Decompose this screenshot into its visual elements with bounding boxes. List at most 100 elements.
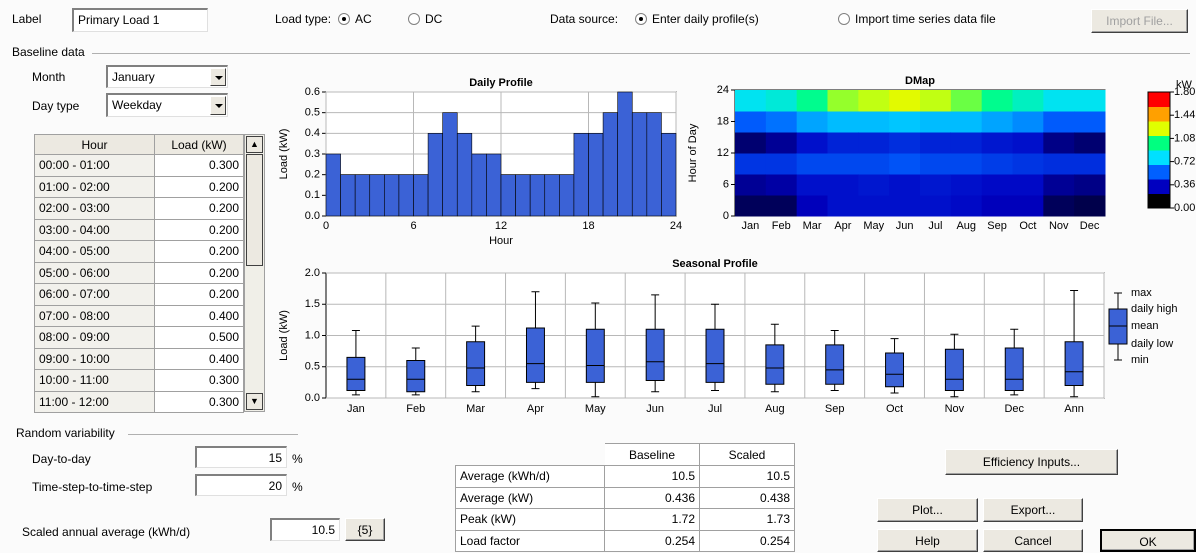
y-tick-label: 0.4: [305, 127, 320, 139]
time-step-caption: Time-step-to-time-step: [32, 480, 153, 494]
scaled-caption: Scaled annual average (kWh/d): [22, 525, 191, 539]
bar: [573, 133, 589, 217]
day-type-select[interactable]: Weekday: [106, 93, 228, 117]
bar: [413, 174, 429, 217]
time-step-input[interactable]: 20: [195, 474, 287, 496]
x-tick-label: Jun: [646, 403, 664, 415]
heat-cell: [765, 111, 798, 133]
table-row: 01:00 - 02:00 0.200: [34, 175, 244, 198]
x-axis-label: Hour: [489, 235, 513, 247]
export-button[interactable]: Export...: [983, 498, 1083, 522]
x-tick-label: Dec: [1004, 403, 1024, 415]
table-row: Average (kWh/d) 10.5 10.5: [455, 465, 795, 488]
help-button[interactable]: Help: [877, 529, 978, 552]
bar: [515, 174, 531, 217]
plot-button[interactable]: Plot...: [877, 498, 978, 522]
colorbar-title: kW: [1176, 79, 1193, 91]
y-axis-label: Load (kW): [278, 129, 290, 180]
colorbar-frame: [1147, 91, 1171, 209]
heat-cell: [735, 90, 767, 112]
bar: [354, 174, 371, 217]
radio[interactable]: [838, 13, 850, 25]
table-row: 03:00 - 04:00 0.200: [34, 218, 244, 241]
table-row: 09:00 - 10:00 0.400: [34, 347, 244, 370]
heat-cell: [981, 195, 1013, 217]
radio-label: AC: [355, 12, 372, 26]
radio[interactable]: [635, 13, 647, 25]
scaled-input[interactable]: 10.5: [270, 518, 340, 541]
scrollbar[interactable]: ▲ ▼: [244, 134, 265, 412]
table-cell: 0.254: [604, 529, 700, 552]
dropdown-arrow[interactable]: [210, 96, 226, 115]
bar: [442, 112, 458, 217]
x-tick-label: Jul: [708, 403, 722, 415]
scaled-button[interactable]: {5}: [345, 518, 385, 541]
bar: [471, 153, 487, 217]
dropdown-arrow[interactable]: [210, 68, 226, 86]
x-tick-label: 24: [670, 220, 682, 232]
heat-cell: [1074, 90, 1106, 112]
heat-cell: [920, 90, 952, 112]
chart-title: DMap: [905, 75, 935, 87]
bar: [588, 133, 604, 217]
x-tick-label: Sep: [987, 220, 1007, 232]
cancel-button[interactable]: Cancel: [983, 529, 1083, 552]
radio[interactable]: [408, 13, 420, 25]
x-tick-label: Sep: [825, 403, 845, 415]
x-tick-label: Jul: [928, 220, 942, 232]
scroll-thumb[interactable]: [246, 154, 263, 266]
ok-button[interactable]: OK: [1100, 529, 1196, 552]
legend-label: mean: [1131, 320, 1159, 332]
heat-cell: [1043, 174, 1075, 196]
table-cell: 0.400: [154, 347, 244, 370]
efficiency-button[interactable]: Efficiency Inputs...: [945, 449, 1118, 475]
heat-cell: [796, 174, 828, 196]
table-cell: 01:00 - 02:00: [34, 175, 155, 198]
month-value: January: [112, 70, 155, 84]
x-tick-label: Jan: [347, 403, 365, 415]
y-tick-label: 6: [723, 178, 729, 190]
day-to-day-input[interactable]: 15: [195, 446, 287, 468]
table-row: 07:00 - 08:00 0.400: [34, 304, 244, 327]
month-select[interactable]: January: [106, 65, 228, 88]
scroll-down[interactable]: ▼: [246, 393, 263, 410]
heat-cell: [889, 111, 921, 133]
radio[interactable]: [338, 13, 350, 25]
table-cell: 0.254: [699, 529, 795, 552]
baseline-title: Baseline data: [12, 45, 85, 59]
day-to-day-caption: Day-to-day: [32, 452, 91, 466]
scroll-up[interactable]: ▲: [246, 136, 263, 153]
day-type-caption: Day type: [32, 99, 80, 113]
table-row: Load factor 0.254 0.254: [455, 529, 795, 552]
x-tick-label: Feb: [772, 220, 791, 232]
heat-cell: [981, 111, 1013, 133]
heat-cell: [1012, 132, 1044, 154]
table-cell: 0.400: [154, 304, 244, 327]
table-cell: 0.500: [154, 326, 244, 349]
heat-cell: [981, 132, 1013, 154]
x-tick-label: Jun: [896, 220, 914, 232]
box: [1004, 347, 1024, 391]
bar: [646, 112, 662, 217]
table-cell: 0.438: [699, 486, 795, 509]
label-input[interactable]: Primary Load 1: [72, 8, 208, 32]
table-cell: 10.5: [699, 465, 795, 488]
unit: %: [292, 452, 303, 466]
import-button[interactable]: Import File...: [1091, 9, 1188, 33]
table-row: 11:00 - 12:00 0.300: [34, 390, 244, 413]
table-cell: 10.5: [604, 465, 700, 488]
heat-cell: [858, 153, 890, 175]
box: [825, 344, 845, 385]
table-cell: 08:00 - 09:00: [34, 326, 155, 349]
y-tick-label: 18: [717, 115, 729, 127]
x-tick-label: Ann: [1064, 403, 1084, 415]
heat-cell: [920, 195, 952, 217]
colorbar-label: 1.44: [1174, 109, 1195, 121]
legend-label: min: [1131, 354, 1149, 366]
colorbar-label: 1.80: [1174, 86, 1195, 98]
x-tick-label: Dec: [1080, 220, 1100, 232]
load-type-caption: Load type:: [275, 12, 332, 26]
colorbar-label: 0.72: [1174, 156, 1195, 168]
table-cell: 1.72: [604, 508, 700, 531]
table-row: 00:00 - 01:00 0.300: [34, 154, 244, 177]
